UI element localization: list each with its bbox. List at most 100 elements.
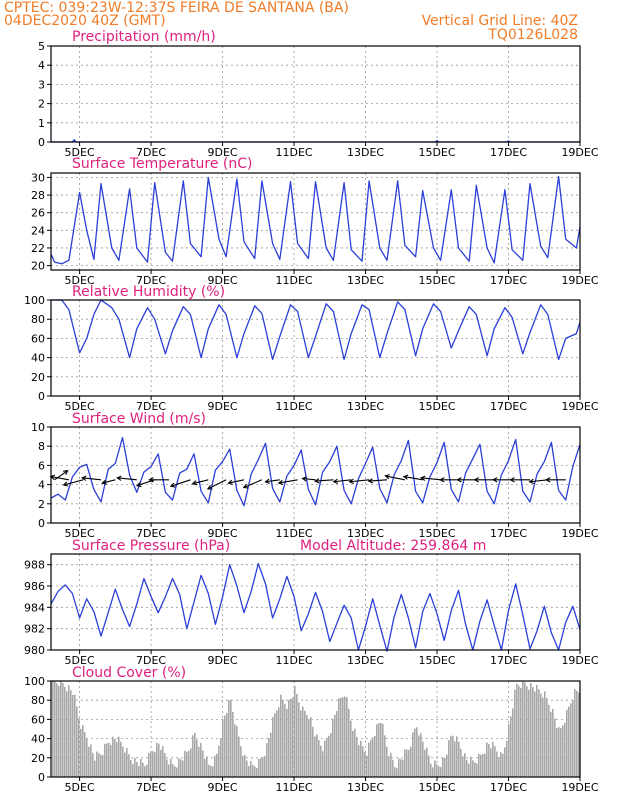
plot-frame <box>50 45 581 143</box>
wind-arrow <box>192 479 209 485</box>
cloud-bar <box>460 748 462 777</box>
cloud-bar <box>242 755 244 777</box>
panels: 0 1 2 3 4 5 5DEC 7DEC 9DEC 11DEC 13DEC 15DEC 17DEC 19… <box>24 29 599 794</box>
cloud-bar <box>508 723 510 777</box>
plot-frame <box>50 680 581 778</box>
wind-arrowhead <box>135 482 142 487</box>
cloud-bar <box>500 752 502 777</box>
cloud-bar <box>334 714 336 777</box>
wind-arrow <box>63 479 84 486</box>
cloud-bar <box>472 760 474 777</box>
cloud-bar <box>324 740 326 777</box>
cloud-bar <box>244 754 246 777</box>
x-tick-label: 17DEC <box>490 527 527 540</box>
wind-arrow <box>385 475 405 481</box>
wind-arrow <box>302 477 316 481</box>
x-tick-label: 5DEC <box>65 400 95 413</box>
cloud-bar <box>140 759 142 777</box>
cloud-bar <box>98 753 100 777</box>
cloud-bar <box>306 714 308 777</box>
x-tick-label: 13DEC <box>347 654 384 667</box>
cloud-bar <box>398 758 400 777</box>
cloud-bar <box>434 760 436 777</box>
x-tick-label: 11DEC <box>275 781 312 794</box>
cloud-bar <box>456 736 458 777</box>
panel-subtitle: Model Altitude: 259.864 m <box>300 538 486 554</box>
cloud-bar <box>530 682 532 777</box>
cloud-bar <box>488 744 490 777</box>
cloud-bar <box>166 759 168 777</box>
cloud-bar <box>414 728 416 777</box>
cloud-bar <box>394 767 396 777</box>
cloud-bar <box>76 706 78 777</box>
cloud-bar <box>362 746 364 777</box>
y-tick-label: 22 <box>31 242 45 255</box>
cloud-bar <box>444 757 446 777</box>
x-tick-label: 11DEC <box>275 654 312 667</box>
cloud-bar <box>462 756 464 777</box>
cloud-bar <box>564 723 566 777</box>
cloud-bar <box>322 751 324 777</box>
cloud-bar <box>196 739 198 777</box>
cloud-bar <box>268 737 270 777</box>
series-line <box>50 562 581 652</box>
cloud-bar <box>412 732 414 777</box>
cloud-bar <box>246 760 248 777</box>
cloud-bar <box>146 764 148 777</box>
cloud-bar <box>238 736 240 777</box>
cloud-bar <box>154 752 156 777</box>
cloud-bar <box>214 755 216 777</box>
y-tick-label: 0 <box>38 136 45 149</box>
wind-arrowhead <box>81 475 87 481</box>
cloud-bar <box>216 753 218 777</box>
wind-arrowhead <box>402 474 409 480</box>
x-tick-label: 9DEC <box>208 781 238 794</box>
cloud-bar <box>336 711 338 777</box>
cloud-bar <box>56 683 58 777</box>
cloud-bar <box>426 747 428 777</box>
cloud-bar <box>226 713 228 777</box>
cloud-bar <box>526 686 528 777</box>
cloud-bar <box>112 736 114 777</box>
wind-arrowhead <box>367 478 374 484</box>
cloud-bar <box>528 689 530 777</box>
cloud-bar <box>452 735 454 777</box>
cloud-bar <box>252 764 254 777</box>
y-tick-label: 40 <box>31 733 45 746</box>
cloud-bar <box>308 719 310 777</box>
y-tick-label: 0 <box>38 771 45 784</box>
cloud-bar <box>552 708 554 777</box>
cloud-bar <box>212 766 214 777</box>
x-tick-label: 13DEC <box>347 527 384 540</box>
cloud-bar <box>408 749 410 777</box>
y-tick-label: 60 <box>31 713 45 726</box>
x-tick-label: 15DEC <box>418 781 455 794</box>
cloud-bar <box>470 756 472 777</box>
cloud-bar <box>376 724 378 777</box>
panel-title: Relative Humidity (%) <box>72 284 225 300</box>
wind-arrowhead <box>227 479 233 485</box>
cloud-bar <box>224 715 226 777</box>
header-grid-info: Vertical Grid Line: 40Z <box>422 13 578 29</box>
x-tick-label: 19DEC <box>561 527 598 540</box>
cloud-bar <box>420 733 422 777</box>
cloud-bar <box>296 693 298 777</box>
cloud-bar <box>288 699 290 777</box>
cloud-bar <box>230 699 232 777</box>
wind-arrow <box>228 479 245 484</box>
cloud-bar <box>428 755 430 777</box>
cloud-bar <box>164 753 166 777</box>
cloud-bar <box>270 732 272 777</box>
cloud-bar <box>300 710 302 777</box>
wind-arrowhead <box>191 480 198 486</box>
wind-arrowhead <box>62 481 69 487</box>
panel-title: Cloud Cover (%) <box>72 665 186 681</box>
wind-arrowhead <box>63 470 69 475</box>
cloud-bar <box>88 746 90 777</box>
cloud-bar <box>410 746 412 777</box>
cloud-bar <box>482 754 484 777</box>
cloud-bar <box>544 691 546 777</box>
cloud-bar <box>256 767 258 777</box>
y-tick-label: 4 <box>38 59 45 72</box>
